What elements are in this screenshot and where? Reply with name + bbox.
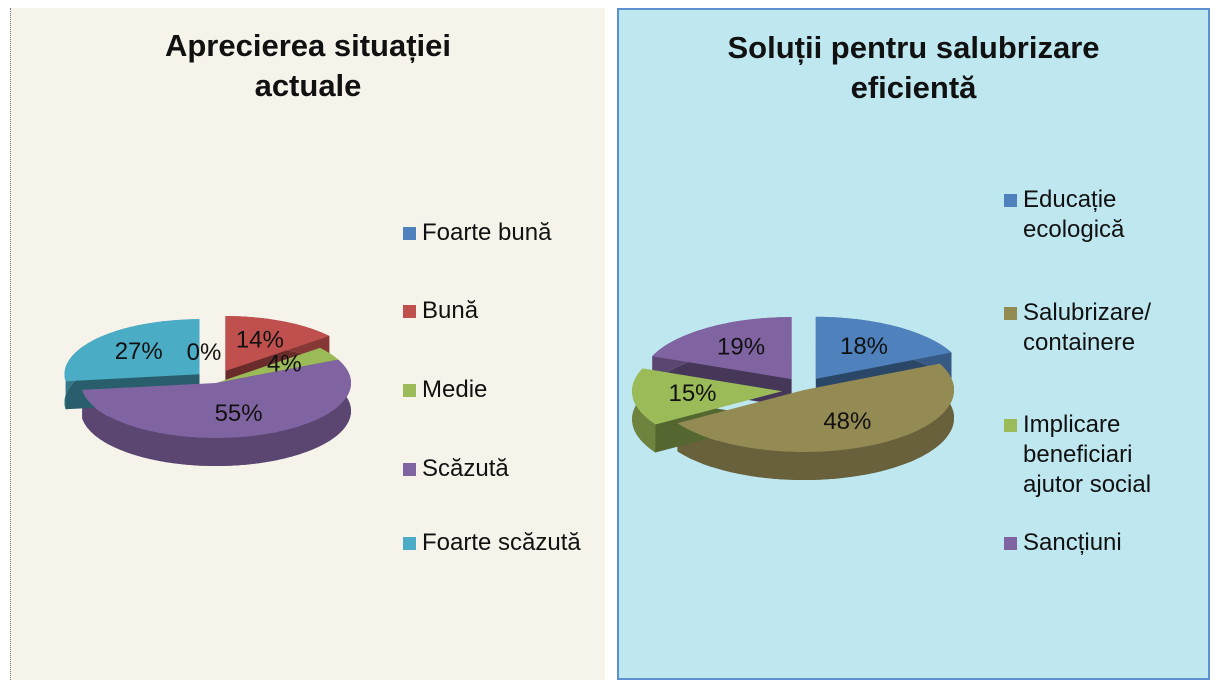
legend-item: Bună [403,296,593,326]
legend-item: Implicare beneficiari ajutor social [1004,410,1169,500]
legend-label: Foarte scăzută [422,529,581,556]
legend-item: Educație ecologică [1004,185,1169,245]
pie-chart: 0% 14%4%55% 27% [64,316,351,466]
legend-swatch [403,463,416,476]
legend-label: Foarte bună [422,219,552,246]
pie-chart: 18% 48% 15%19% [632,316,954,480]
pie-slice [64,319,200,382]
legend-swatch [403,227,416,240]
data-label: 27% [115,338,163,365]
data-label: 14% [236,327,284,354]
legend-item: Salubrizare/ containere [1004,298,1169,358]
legend-label: Salubrizare/ containere [1023,299,1152,356]
pie-slice [677,363,954,452]
pie-slice [815,316,952,379]
chart-panel: Aprecierea situației actuale 0% 14% 4% 55% 2… [10,8,605,680]
legend-swatch [403,537,416,550]
legend-item: Foarte bună [403,218,593,248]
pie-slice-side [82,359,351,466]
data-label: 15% [668,380,716,407]
pie-slice [82,359,351,438]
pie-slice [225,316,330,372]
legend-swatch [403,305,416,318]
legend-label: Medie [422,376,488,403]
legend-swatch [1004,419,1017,432]
pie-slice [632,368,783,425]
legend-item: Sancțiuni [1004,528,1169,558]
legend-swatch [403,384,416,397]
chart-title: Aprecierea situației actuale [164,28,452,103]
data-label: 19% [717,334,765,361]
data-label: 4% [267,351,302,378]
data-label: 48% [823,408,871,435]
legend-label: Scăzută [422,455,509,482]
legend-label: Educație ecologică [1023,186,1125,243]
legend-label: Bună [422,297,479,324]
pie-slice-side [677,363,954,480]
legend-label: Implicare beneficiari ajutor social [1023,411,1152,498]
pie-slice [652,317,792,380]
legend-item: Scăzută [403,454,593,484]
legend-item: Medie [403,375,593,405]
legend-label: Sancțiuni [1023,529,1122,556]
legend-item: Foarte scăzută [403,528,593,558]
legend-swatch [1004,307,1017,320]
data-label: 55% [215,400,263,427]
chart-title: Soluții pentru salubrizare eficientă [727,30,1100,105]
chart-panel: Soluții pentru salubrizare eficientă 18%… [617,8,1210,680]
legend-swatch [1004,194,1017,207]
pie-slice [216,347,339,383]
data-label: 0% [187,339,222,366]
legend-swatch [1004,537,1017,550]
data-label: 18% [840,333,888,360]
